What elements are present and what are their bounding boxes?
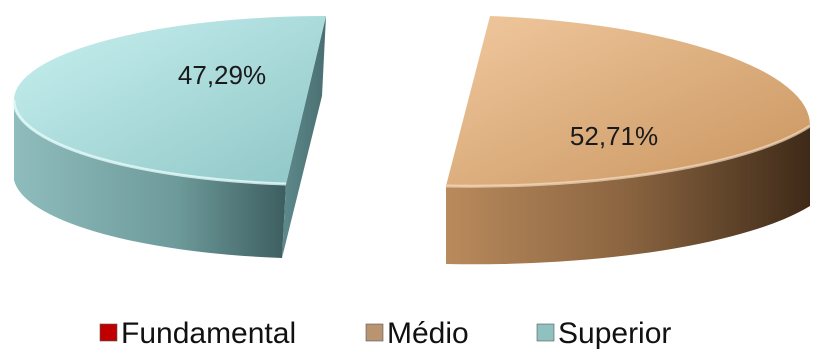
slice-superior (12, 16, 327, 258)
legend-swatch-superior (536, 323, 555, 342)
legend: Fundamental Médio Superior (99, 317, 671, 350)
legend-item-superior: Superior (536, 317, 671, 350)
legend-label-medio: Médio (387, 317, 469, 350)
legend-label-superior: Superior (558, 317, 671, 350)
legend-item-fundamental: Fundamental (99, 317, 296, 350)
legend-label-fundamental: Fundamental (121, 317, 296, 350)
legend-swatch-medio (365, 323, 384, 342)
slice-medio (445, 16, 811, 265)
legend-item-medio: Médio (365, 317, 469, 350)
data-label-medio: 52,71% (570, 121, 658, 151)
legend-swatch-fundamental (99, 323, 118, 342)
data-label-superior: 47,29% (178, 60, 266, 90)
